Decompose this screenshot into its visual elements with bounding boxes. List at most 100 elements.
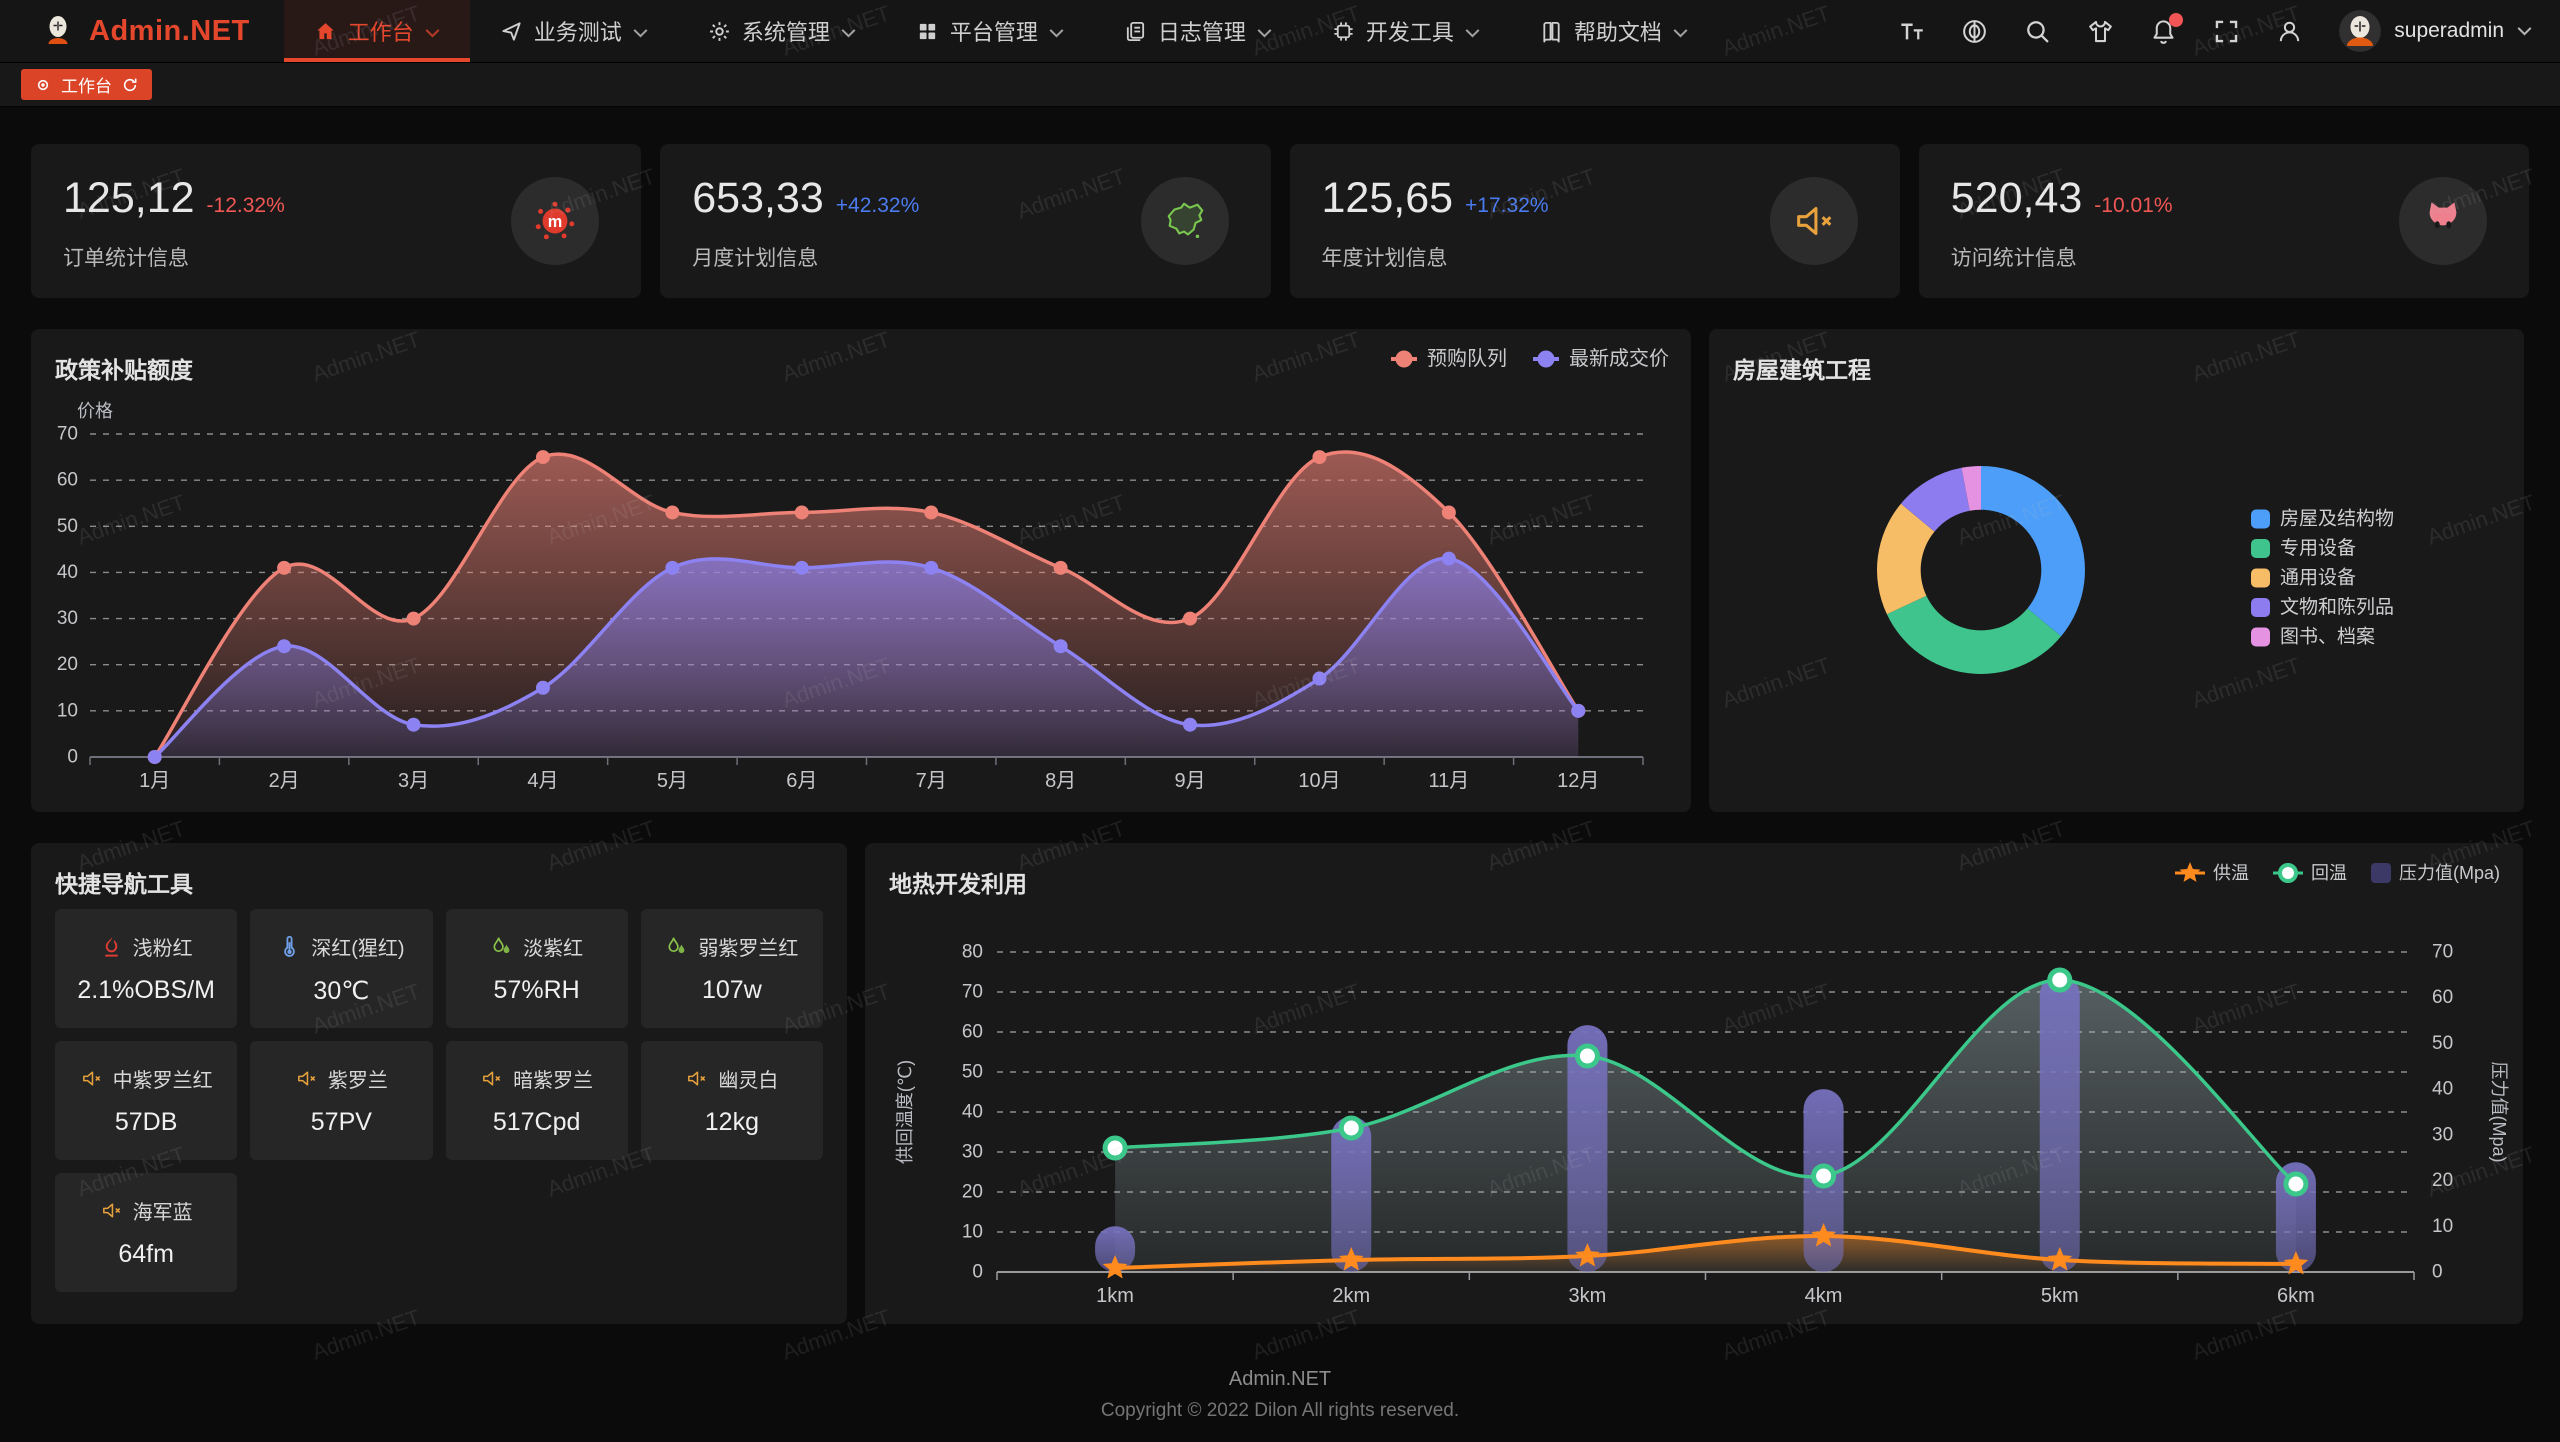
svg-text:40: 40 [962, 1102, 983, 1123]
svg-text:预购队列: 预购队列 [1427, 347, 1507, 370]
speaker-icon [1791, 198, 1837, 244]
chevron-down-icon [2517, 26, 2532, 36]
menu-label: 日志管理 [1157, 20, 1246, 45]
stat-cards-row: 125,12 -12.32% 订单统计信息 m 653,33 +42.32% 月度计划信息 1… [31, 144, 2529, 298]
svg-text:40: 40 [57, 562, 78, 583]
legend-item-回温[interactable]: 回温 [2273, 863, 2347, 883]
stat-delta: +42.32% [835, 194, 920, 217]
pressure-bar-1km[interactable] [1095, 1226, 1136, 1272]
footer-copyright: Copyright © 2022 Dilon All rights reserv… [1100, 1400, 1460, 1421]
quick-nav-name: 淡紫红 [523, 938, 584, 960]
quick-nav-item-6[interactable]: 暗紫罗兰 517Cpd [445, 1041, 628, 1160]
quick-nav-value: 57PV [310, 1108, 372, 1136]
stat-label: 订单统计信息 [63, 247, 189, 270]
chevron-down-icon [1049, 28, 1064, 38]
menu-item-help-docs[interactable]: 帮助文档 [1510, 0, 1718, 62]
tab-workbench[interactable]: 工作台 [21, 69, 152, 100]
menu-item-dev-tools[interactable]: 开发工具 [1302, 0, 1510, 62]
quick-nav-item-4[interactable]: 中紫罗兰红 57DB [55, 1041, 238, 1160]
donut-slice-房屋及结构物[interactable] [1981, 466, 2085, 637]
chip-icon [1332, 20, 1355, 43]
stat-icon-circle [1769, 177, 1858, 265]
svg-text:9月: 9月 [1174, 770, 1205, 792]
legend-item-预购队列[interactable]: 预购队列 [1391, 347, 1507, 370]
menu-item-workbench[interactable]: 工作台 [283, 0, 470, 62]
menu-label: 工作台 [347, 20, 414, 45]
donut-slice-通用设备[interactable] [1877, 503, 1935, 615]
pressure-bar-3km[interactable] [1567, 1025, 1608, 1272]
legend-item-供温[interactable]: 供温 [2175, 862, 2249, 883]
legend-item-最新成交价[interactable]: 最新成交价 [1533, 347, 1669, 370]
legend-item-通用设备[interactable]: 通用设备 [2251, 567, 2356, 589]
svg-text:文物和陈列品: 文物和陈列品 [2280, 596, 2394, 618]
chart-title: 房屋建筑工程 [1733, 357, 1871, 383]
quick-nav-name: 幽灵白 [718, 1070, 779, 1092]
donut-slice-图书、档案[interactable] [1961, 465, 1982, 511]
theme-icon[interactable] [2087, 18, 2114, 45]
svg-text:12月: 12月 [1557, 770, 1599, 792]
font-size-icon[interactable] [1898, 18, 1925, 45]
notification-icon[interactable] [2150, 12, 2184, 45]
app-logo[interactable]: Admin.NET [40, 0, 250, 62]
user-menu[interactable]: superadmin [2339, 10, 2532, 52]
menu-item-business-test[interactable]: 业务测试 [470, 0, 678, 62]
svg-text:0: 0 [67, 747, 78, 768]
svg-text:7月: 7月 [916, 770, 947, 792]
menu-item-platform-manage[interactable]: 平台管理 [886, 0, 1094, 62]
stat-delta: +17.32% [1465, 194, 1549, 217]
legend-item-图书、档案[interactable]: 图书、档案 [2251, 626, 2375, 648]
legend-item-文物和陈列品[interactable]: 文物和陈列品 [2251, 596, 2394, 618]
svg-text:m: m [548, 213, 562, 231]
fullscreen-icon[interactable] [2213, 18, 2240, 45]
svg-text:供回温度(℃): 供回温度(℃) [895, 1060, 915, 1164]
quick-nav-item-3[interactable]: 弱紫罗兰红 107w [640, 909, 823, 1028]
language-icon[interactable] [1961, 18, 1988, 45]
legend-item-专用设备[interactable]: 专用设备 [2251, 537, 2356, 559]
quick-nav-item-8[interactable]: 海军蓝 64fm [55, 1173, 238, 1292]
svg-text:最新成交价: 最新成交价 [1569, 347, 1669, 370]
donut-slice-专用设备[interactable] [1886, 595, 2062, 674]
chevron-down-icon [841, 28, 856, 38]
quick-nav-value: 64fm [118, 1240, 174, 1268]
quick-nav-item-7[interactable]: 幽灵白 12kg [640, 1041, 823, 1160]
username: superadmin [2394, 19, 2504, 42]
quick-nav-item-2[interactable]: 淡紫红 57%RH [445, 909, 628, 1028]
legend-item-压力值(Mpa)[interactable]: 压力值(Mpa) [2371, 863, 2500, 883]
quick-nav-item-0[interactable]: 浅粉红 2.1%OBS/M [55, 909, 238, 1028]
chart-title: 政策补贴额度 [55, 357, 193, 383]
refresh-icon[interactable] [122, 77, 138, 93]
profile-icon[interactable] [2276, 18, 2303, 45]
menu-item-system-manage[interactable]: 系统管理 [678, 0, 886, 62]
quick-nav-item-5[interactable]: 紫罗兰 57PV [250, 1041, 433, 1160]
svg-text:通用设备: 通用设备 [2280, 567, 2356, 589]
stat-card-0[interactable]: 125,12 -12.32% 订单统计信息 m [31, 144, 642, 298]
svg-text:3km: 3km [1569, 1285, 1607, 1307]
stat-card-2[interactable]: 125,65 +17.32% 年度计划信息 [1289, 144, 1900, 298]
svg-text:70: 70 [962, 982, 983, 1003]
quick-nav-item-1[interactable]: 深红(猩红) 30℃ [250, 909, 433, 1028]
menu-label: 平台管理 [949, 20, 1038, 45]
menu-item-log-manage[interactable]: 日志管理 [1094, 0, 1302, 62]
pressure-bar-5km[interactable] [2039, 974, 2080, 1272]
svg-text:20: 20 [57, 654, 78, 675]
svg-text:6月: 6月 [786, 770, 817, 792]
menu-label: 开发工具 [1365, 20, 1454, 45]
svg-text:50: 50 [962, 1062, 983, 1083]
legend-item-房屋及结构物[interactable]: 房屋及结构物 [2251, 508, 2394, 530]
svg-text:价格: 价格 [77, 401, 113, 421]
pressure-bar-2km[interactable] [1331, 1116, 1372, 1272]
menu-label: 帮助文档 [1573, 20, 1662, 45]
splat-icon: m [532, 198, 578, 244]
speaker-icon [685, 1067, 708, 1090]
donut-slice-文物和陈列品[interactable] [1900, 467, 1970, 532]
stat-card-3[interactable]: 520,43 -10.01% 访问统计信息 [1918, 144, 2529, 298]
svg-text:20: 20 [962, 1182, 983, 1203]
stat-card-1[interactable]: 653,33 +42.32% 月度计划信息 [660, 144, 1271, 298]
search-icon[interactable] [2024, 18, 2051, 45]
cat-icon [2420, 198, 2466, 244]
quick-nav-name: 弱紫罗兰红 [698, 938, 799, 960]
stat-label: 月度计划信息 [692, 247, 819, 270]
svg-text:1km: 1km [1096, 1285, 1134, 1307]
svg-text:8月: 8月 [1045, 770, 1076, 792]
stat-icon-circle [2399, 177, 2487, 265]
